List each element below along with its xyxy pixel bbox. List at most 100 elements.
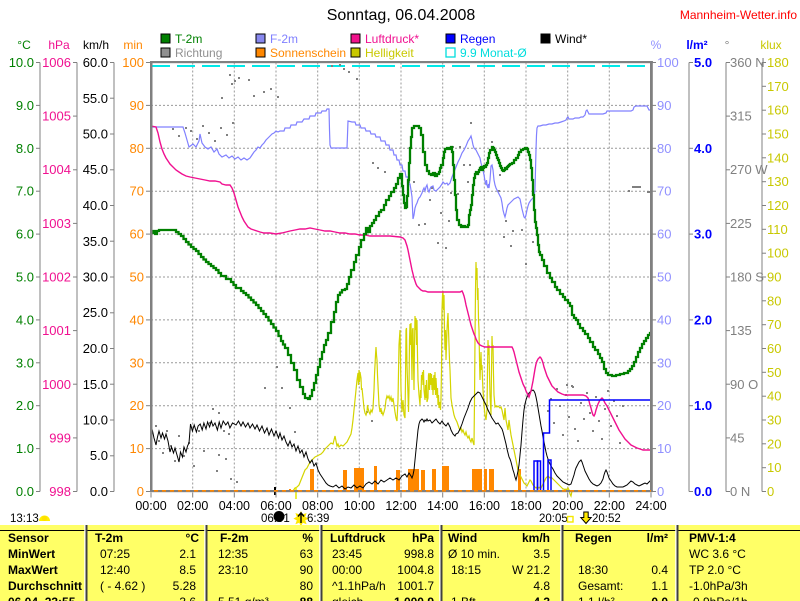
svg-text:Luftdruck*: Luftdruck*: [365, 32, 419, 46]
svg-text:2.0: 2.0: [16, 398, 34, 413]
svg-text:km/h: km/h: [83, 38, 109, 52]
svg-text:07:25: 07:25: [100, 547, 130, 561]
svg-text:°: °: [725, 38, 730, 52]
svg-text:%: %: [651, 38, 662, 52]
svg-text:3.0: 3.0: [16, 355, 34, 370]
svg-text:60.0: 60.0: [83, 55, 108, 70]
svg-text:9.9 Monat-Ø: 9.9 Monat-Ø: [460, 46, 527, 60]
svg-text:MinWert: MinWert: [8, 547, 55, 561]
svg-text:10:00: 10:00: [344, 499, 375, 513]
svg-text:360 N: 360 N: [730, 55, 765, 70]
svg-text:100: 100: [122, 55, 144, 70]
svg-text:20: 20: [767, 436, 781, 451]
svg-text:3.5: 3.5: [533, 547, 550, 561]
svg-text:Helligkeit: Helligkeit: [365, 46, 414, 60]
svg-text:02:00: 02:00: [177, 499, 208, 513]
svg-text:hPa: hPa: [48, 38, 70, 52]
svg-text:180 S: 180 S: [730, 270, 764, 285]
svg-text:20.0: 20.0: [83, 341, 108, 356]
svg-text:2.1: 2.1: [179, 547, 196, 561]
svg-text:Sonnenschein: Sonnenschein: [270, 46, 346, 60]
svg-text:%: %: [302, 531, 313, 545]
svg-text:18:15: 18:15: [451, 563, 481, 577]
svg-text:min: min: [123, 38, 142, 52]
svg-text:18:30: 18:30: [578, 563, 608, 577]
svg-text:1001.7: 1001.7: [397, 579, 434, 593]
svg-text:180: 180: [767, 55, 789, 70]
svg-text:4.0: 4.0: [16, 312, 34, 327]
svg-text:12:00: 12:00: [385, 499, 416, 513]
svg-text:20:52: 20:52: [592, 513, 621, 525]
svg-text:170: 170: [767, 79, 789, 94]
svg-text:60: 60: [657, 227, 671, 242]
svg-text:80: 80: [767, 293, 781, 308]
svg-text:45.0: 45.0: [83, 162, 108, 177]
svg-text:km/h: km/h: [522, 531, 550, 545]
svg-text:Durchschnitt: Durchschnitt: [8, 579, 82, 593]
svg-text:63: 63: [300, 547, 314, 561]
svg-text:PMV-1:4: PMV-1:4: [689, 531, 736, 545]
svg-text:5.0: 5.0: [90, 448, 108, 463]
svg-text:120: 120: [767, 198, 789, 213]
svg-text:88: 88: [300, 595, 314, 601]
svg-text:Gesamt:: Gesamt:: [578, 579, 623, 593]
svg-text:Luftdruck: Luftdruck: [330, 531, 386, 545]
svg-text:90: 90: [767, 270, 781, 285]
svg-text:klux: klux: [760, 38, 781, 52]
svg-text:270 W: 270 W: [730, 162, 768, 177]
svg-text:04:00: 04:00: [219, 499, 250, 513]
svg-text:100: 100: [657, 55, 679, 70]
svg-text:135: 135: [730, 323, 752, 338]
svg-text:55.0: 55.0: [83, 91, 108, 106]
svg-text:3.0: 3.0: [694, 227, 712, 242]
svg-text:50: 50: [767, 365, 781, 380]
svg-text:1006: 1006: [42, 55, 71, 70]
svg-text:225: 225: [730, 216, 752, 231]
svg-text:0: 0: [137, 484, 144, 499]
svg-text:F-2m: F-2m: [270, 32, 298, 46]
svg-text:90: 90: [300, 563, 314, 577]
svg-text:50: 50: [657, 270, 671, 285]
svg-text:70: 70: [767, 317, 781, 332]
svg-text:MaxWert: MaxWert: [8, 563, 58, 577]
svg-text:30: 30: [657, 355, 671, 370]
svg-text:1.1: 1.1: [651, 579, 668, 593]
svg-text:4.3: 4.3: [533, 595, 550, 601]
svg-text:22:00: 22:00: [594, 499, 625, 513]
svg-text:23:45: 23:45: [332, 547, 362, 561]
svg-text:6:39: 6:39: [307, 513, 329, 525]
svg-text:9.0: 9.0: [16, 98, 34, 113]
svg-text:90: 90: [130, 98, 144, 113]
svg-text:0.0: 0.0: [651, 595, 668, 601]
svg-text:10: 10: [767, 460, 781, 475]
svg-text:80: 80: [130, 141, 144, 156]
svg-text:Sonntag, 06.04.2008: Sonntag, 06.04.2008: [327, 7, 476, 24]
svg-text:1.0: 1.0: [16, 441, 34, 456]
svg-text:60: 60: [130, 227, 144, 242]
svg-text:40.0: 40.0: [83, 198, 108, 213]
svg-text:2.0: 2.0: [694, 312, 712, 327]
svg-text:998: 998: [49, 484, 71, 499]
svg-text:Regen: Regen: [575, 531, 612, 545]
svg-text:Ø 10 min.: Ø 10 min.: [448, 547, 500, 561]
svg-text:1002: 1002: [42, 270, 71, 285]
svg-text:24:00: 24:00: [635, 499, 666, 513]
svg-text:1003: 1003: [42, 216, 71, 231]
svg-text:100: 100: [767, 246, 789, 261]
svg-text:10: 10: [130, 441, 144, 456]
svg-text:F-2m: F-2m: [220, 531, 249, 545]
svg-text:0: 0: [767, 484, 774, 499]
svg-text:110: 110: [767, 222, 788, 237]
svg-text:hPa: hPa: [412, 531, 434, 545]
svg-text:50: 50: [130, 270, 144, 285]
svg-text:8.0: 8.0: [16, 141, 34, 156]
svg-text:( - 4.62 ): ( - 4.62 ): [100, 579, 145, 593]
svg-text:160: 160: [767, 103, 789, 118]
svg-text:8.5: 8.5: [179, 563, 196, 577]
svg-text:08:00: 08:00: [302, 499, 333, 513]
svg-text:18:00: 18:00: [510, 499, 541, 513]
svg-text:06.04. 23:55: 06.04. 23:55: [8, 595, 76, 601]
svg-text:130: 130: [767, 174, 789, 189]
svg-text:4.8: 4.8: [533, 579, 550, 593]
svg-text:4.0: 4.0: [694, 141, 712, 156]
